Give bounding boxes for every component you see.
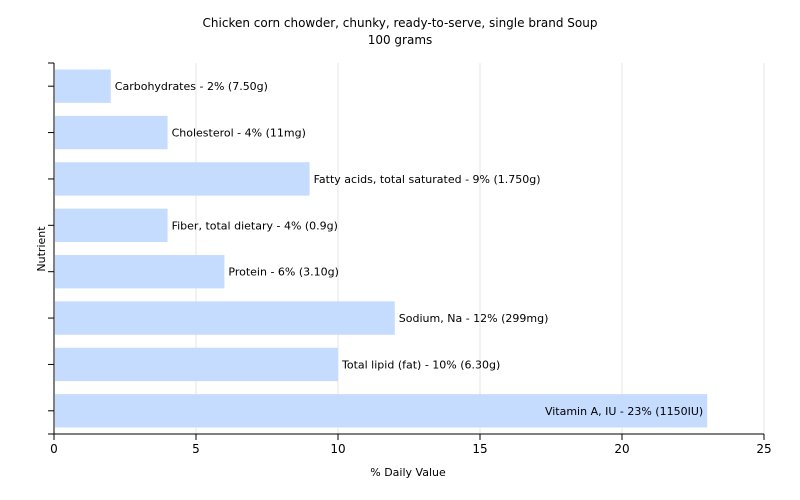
bar-label: Cholesterol - 4% (11mg) — [172, 127, 306, 140]
axes: 0 5 10 15 20 25 — [48, 62, 772, 456]
x-tick-label: 10 — [330, 442, 345, 456]
bar — [55, 347, 338, 382]
x-tick-label: 25 — [756, 442, 771, 456]
bar-label: Carbohydrates - 2% (7.50g) — [115, 80, 268, 93]
bar — [55, 208, 168, 243]
bar-label: Fiber, total dietary - 4% (0.9g) — [172, 219, 338, 232]
bar-label: Vitamin A, IU - 23% (1150IU) — [545, 405, 703, 418]
x-tick-label: 5 — [192, 442, 200, 456]
bar — [55, 394, 708, 428]
bar — [55, 69, 111, 103]
x-tick-label: 15 — [472, 442, 487, 456]
chart-title: Chicken corn chowder, chunky, ready-to-s… — [203, 16, 598, 30]
y-axis-label: Nutrient — [35, 226, 48, 272]
bars: Carbohydrates - 2% (7.50g) Cholesterol - … — [55, 69, 708, 428]
chart-subtitle: 100 grams — [368, 33, 433, 47]
bar-label: Total lipid (fat) - 10% (6.30g) — [341, 358, 500, 371]
x-tick-label: 20 — [614, 442, 629, 456]
bar — [55, 115, 168, 150]
x-tick-label: 0 — [50, 442, 58, 456]
bar-label: Sodium, Na - 12% (299mg) — [399, 312, 549, 325]
x-axis-label: % Daily Value — [370, 466, 446, 479]
bar-label: Protein - 6% (3.10g) — [228, 266, 339, 279]
bar — [55, 254, 225, 289]
bar-label: Fatty acids, total saturated - 9% (1.750… — [314, 173, 541, 186]
bar — [55, 162, 310, 196]
bar — [55, 301, 395, 335]
